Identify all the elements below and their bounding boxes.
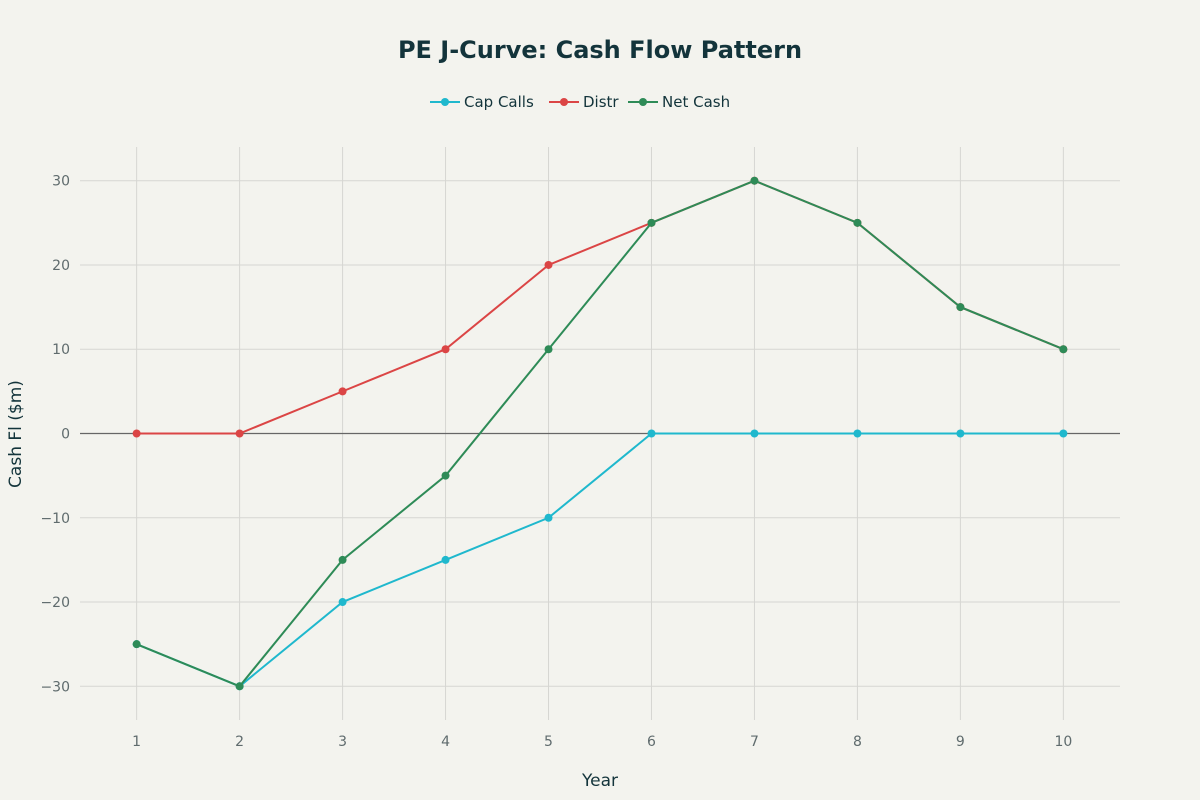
y-tick-label: −20 <box>40 595 70 611</box>
y-tick-label: −30 <box>40 679 70 695</box>
data-point <box>132 429 141 438</box>
legend-label: Cap Calls <box>464 93 534 111</box>
y-tick-label: 20 <box>52 258 70 274</box>
x-tick-label: 3 <box>338 734 347 750</box>
x-tick-label: 8 <box>853 734 862 750</box>
x-tick-label: 1 <box>132 734 141 750</box>
x-tick-label: 10 <box>1054 734 1072 750</box>
chart-title: PE J-Curve: Cash Flow Pattern <box>398 36 802 64</box>
legend-label: Net Cash <box>662 93 730 111</box>
data-point <box>647 429 656 438</box>
series-cap-calls <box>132 429 1068 691</box>
series-lines <box>132 176 1068 691</box>
x-tick-label: 9 <box>956 734 965 750</box>
data-point <box>338 598 347 607</box>
data-point <box>132 640 141 649</box>
legend-label: Distr <box>583 93 619 111</box>
legend-marker <box>441 98 449 106</box>
data-point <box>750 429 759 438</box>
legend-marker <box>639 98 647 106</box>
data-point <box>338 555 347 564</box>
data-point <box>441 345 450 354</box>
y-axis-label: Cash Fl ($m) <box>6 380 26 488</box>
x-tick-label: 6 <box>647 734 656 750</box>
series-net-cash <box>132 176 1068 691</box>
series-line <box>136 432 1064 688</box>
data-point <box>853 218 862 227</box>
series-line <box>136 179 1064 688</box>
legend-item: Distr <box>549 93 619 111</box>
x-axis-label: Year <box>581 771 618 791</box>
data-point <box>750 176 759 185</box>
data-point <box>956 303 965 312</box>
data-point <box>441 555 450 564</box>
legend-marker <box>560 98 568 106</box>
x-tick-label: 4 <box>441 734 450 750</box>
legend-item: Cap Calls <box>430 93 534 111</box>
data-point <box>544 260 553 269</box>
x-tick-label: 5 <box>544 734 553 750</box>
legend: Cap Calls Distr Net Cash <box>430 93 730 111</box>
x-tick-label: 2 <box>235 734 244 750</box>
data-point <box>1059 429 1068 438</box>
data-point <box>235 429 244 438</box>
data-point <box>235 682 244 691</box>
data-point <box>956 429 965 438</box>
data-point <box>441 471 450 480</box>
data-point <box>647 218 656 227</box>
x-tick-label: 7 <box>750 734 759 750</box>
data-point <box>1059 345 1068 354</box>
data-point <box>544 513 553 522</box>
data-point <box>853 429 862 438</box>
y-tick-label: 10 <box>52 342 70 358</box>
ticks: 1 2 3 4 5 6 7 8 9 10 −30 −20 −10 0 10 20 30 <box>40 174 1072 750</box>
series-line <box>136 179 1064 435</box>
data-point <box>338 387 347 396</box>
data-point <box>544 345 553 354</box>
series-distr <box>132 176 1068 438</box>
y-tick-label: 0 <box>61 427 70 443</box>
y-tick-label: 30 <box>52 174 70 190</box>
y-tick-label: −10 <box>40 511 70 527</box>
legend-item: Net Cash <box>628 93 730 111</box>
